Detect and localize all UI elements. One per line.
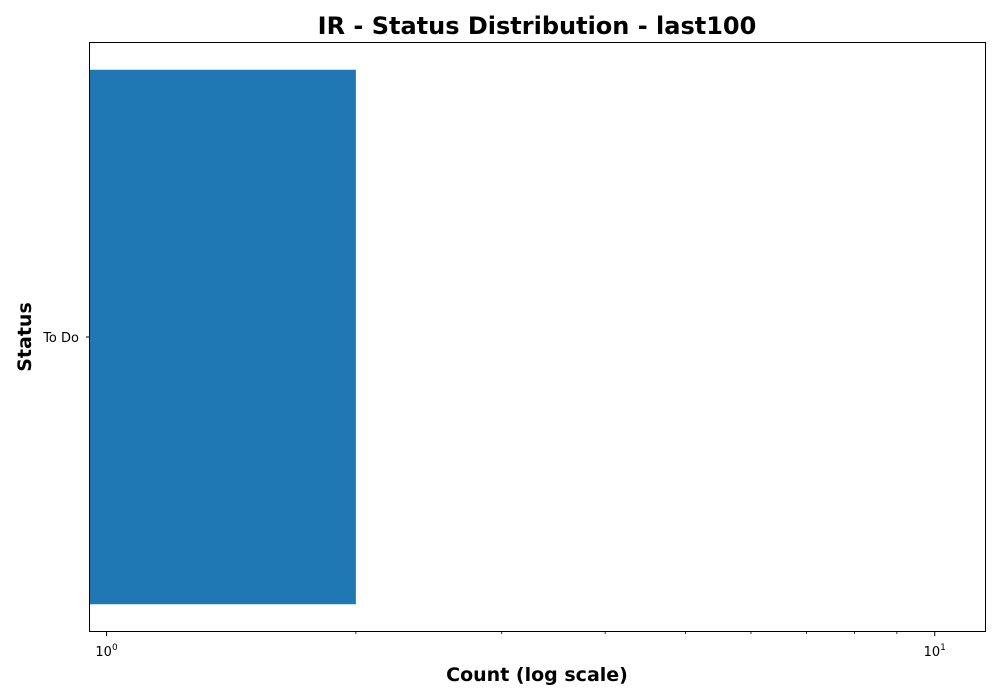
bars-group xyxy=(90,69,356,605)
x-tick-label: 101 xyxy=(924,643,946,660)
bar-to-do xyxy=(90,69,356,605)
y-axis-ticks: To Do xyxy=(42,331,90,346)
x-tick-label-base: 10 xyxy=(95,645,112,660)
x-tick-label-base: 10 xyxy=(924,645,941,660)
x-tick-label: 100 xyxy=(95,643,118,660)
y-axis-label: Status xyxy=(14,302,36,372)
x-axis-label: Count (log scale) xyxy=(446,664,628,686)
x-axis-ticks: 100 101 xyxy=(95,631,946,660)
x-tick-label-exponent: 1 xyxy=(940,643,946,653)
x-tick-label-exponent: 0 xyxy=(112,643,118,653)
y-tick-label: To Do xyxy=(42,331,79,346)
chart-title: IR - Status Distribution - last100 xyxy=(318,12,757,40)
plot-area: 100 101 To Do xyxy=(42,42,986,660)
